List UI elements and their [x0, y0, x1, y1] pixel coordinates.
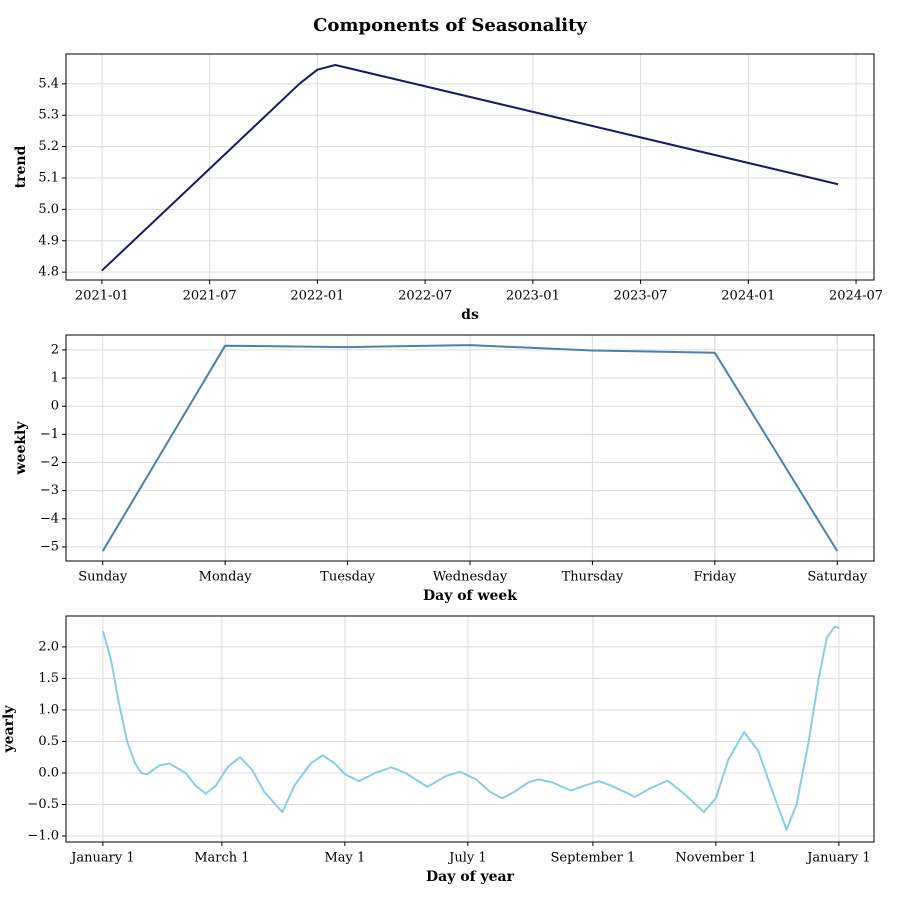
y-tick-label: 1.5 [38, 671, 59, 686]
y-tick-label: 5.4 [38, 76, 59, 91]
plot-frame [65, 53, 875, 281]
y-axis-label: weekly [13, 421, 29, 476]
x-tick-label: Wednesday [433, 570, 508, 585]
y-tick-label: 5.3 [38, 108, 59, 123]
x-tick-label: January 1 [69, 851, 134, 866]
y-tick-label: 2 [51, 342, 59, 357]
y-tick-label: 0 [51, 399, 59, 414]
x-tick-label: Thursday [562, 570, 624, 585]
x-tick-label: 2023-01 [506, 289, 560, 304]
x-tick-label: 2023-07 [614, 289, 668, 304]
y-tick-label: −0.5 [27, 797, 59, 812]
y-tick-label: −3 [40, 483, 59, 498]
x-tick-label: May 1 [324, 851, 365, 866]
x-axis-label: Day of week [423, 588, 517, 604]
y-tick-label: 1.0 [38, 702, 59, 717]
y-tick-label: −1.0 [27, 829, 59, 844]
y-tick-label: −4 [40, 511, 59, 526]
x-tick-label: Sunday [78, 570, 128, 585]
x-tick-label: March 1 [194, 851, 249, 866]
y-tick-label: 4.9 [38, 233, 59, 248]
x-tick-label: Monday [199, 570, 253, 585]
y-tick-label: 0.5 [38, 734, 59, 749]
x-tick-label: 2024-01 [721, 289, 775, 304]
y-tick-label: −1 [40, 427, 59, 442]
y-tick-label: −5 [40, 539, 59, 554]
y-tick-label: 1 [51, 371, 59, 386]
plot-frame [65, 334, 875, 562]
x-tick-label: 2022-07 [398, 289, 452, 304]
y-tick-label: 4.8 [38, 265, 59, 280]
y-tick-label: 0.0 [38, 765, 59, 780]
y-tick-label: −2 [40, 455, 59, 470]
figure-title: Components of Seasonality [313, 15, 587, 36]
y-axis-label: trend [13, 145, 29, 188]
x-tick-label: January 1 [805, 851, 870, 866]
x-tick-label: 2021-07 [183, 289, 237, 304]
y-tick-label: 5.0 [38, 202, 59, 217]
x-tick-label: Saturday [807, 570, 868, 585]
y-axis-label: yearly [1, 705, 17, 754]
x-tick-label: September 1 [550, 851, 635, 866]
x-tick-label: Friday [693, 570, 736, 585]
y-tick-label: 2.0 [38, 639, 59, 654]
plot-frame [65, 615, 875, 843]
series-line [101, 344, 839, 552]
x-tick-label: Tuesday [320, 570, 375, 585]
x-tick-label: July 1 [447, 851, 487, 866]
series-line [101, 625, 840, 831]
series-line [101, 63, 839, 272]
x-tick-label: 2024-07 [829, 289, 883, 304]
x-axis-label: ds [461, 307, 479, 323]
x-tick-label: November 1 [675, 851, 756, 866]
x-axis-label: Day of year [426, 869, 515, 885]
x-tick-label: 2022-01 [290, 289, 344, 304]
y-tick-label: 5.1 [38, 170, 59, 185]
x-tick-label: 2021-01 [75, 289, 129, 304]
y-tick-label: 5.2 [38, 139, 59, 154]
